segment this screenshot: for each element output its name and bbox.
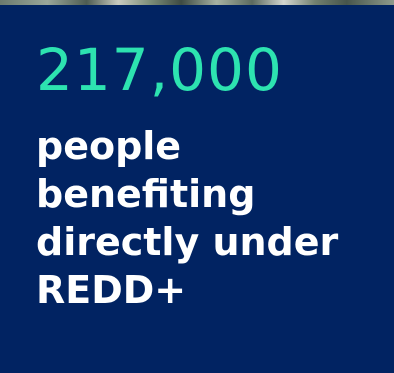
stat-number: 217,000 bbox=[36, 36, 283, 104]
stat-caption: people benefiting directly under REDD+ bbox=[36, 124, 339, 312]
header-photo-strip bbox=[0, 0, 394, 5]
